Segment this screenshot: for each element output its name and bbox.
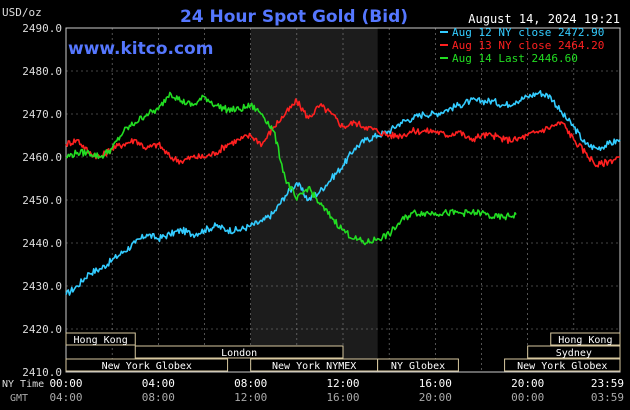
- session-box: [377, 358, 459, 372]
- x-tick-ny: 00:00: [49, 377, 82, 390]
- session-box: [65, 358, 229, 372]
- session-label: New York Globex: [102, 361, 192, 372]
- x-tick-gmt: 08:00: [142, 391, 175, 404]
- ny-time-axis-title: NY Time: [2, 379, 44, 390]
- x-tick-gmt: 20:00: [419, 391, 452, 404]
- series-line: [65, 98, 620, 168]
- x-tick-ny: 16:00: [419, 377, 452, 390]
- x-tick-gmt: 00:00: [511, 391, 544, 404]
- x-tick-ny: 12:00: [326, 377, 359, 390]
- session-box: [550, 332, 621, 346]
- x-tick-gmt: 16:00: [326, 391, 359, 404]
- session-label: New York NYMEX: [272, 361, 356, 372]
- y-tick-label: 2490.0: [22, 22, 62, 35]
- session-box: [65, 332, 136, 346]
- legend-label: Aug 14 Last 2446.60: [452, 52, 578, 65]
- price-lines: [65, 90, 621, 296]
- legend-label: Aug 13 NY close 2464.20: [452, 39, 604, 52]
- session-box: [134, 345, 344, 359]
- session-label: Hong Kong: [74, 335, 128, 346]
- x-axis-ticks: 00:0004:0004:0008:0008:0012:0012:0016:00…: [49, 377, 624, 404]
- chart-title: 24 Hour Spot Gold (Bid): [180, 7, 408, 27]
- y-tick-label: 2410.0: [22, 366, 62, 379]
- y-tick-label: 2440.0: [22, 237, 62, 250]
- session-box: [527, 345, 621, 359]
- session-label: NY Globex: [391, 361, 445, 372]
- legend-label: Aug 12 NY close 2472.90: [452, 26, 604, 39]
- y-tick-label: 2460.0: [22, 151, 62, 164]
- y-tick-label: 2480.0: [22, 65, 62, 78]
- market-sessions: Hong Kong Hong Kong London Sydney New York G…: [65, 332, 621, 372]
- timestamp: August 14, 2024 19:21: [468, 12, 620, 26]
- y-tick-label: 2420.0: [22, 323, 62, 336]
- y-axis-ticks: 2490.0 2480.0 2470.0 2460.0 2450.0 2440.0 2430…: [22, 22, 62, 379]
- gmt-axis-title: GMT: [10, 393, 28, 404]
- gridlines: [66, 28, 620, 372]
- session-label: London: [221, 348, 257, 359]
- series-line: [65, 90, 621, 296]
- session-label: Hong Kong: [558, 335, 612, 346]
- x-tick-gmt: 04:00: [49, 391, 82, 404]
- x-tick-gmt: 12:00: [234, 391, 267, 404]
- session-label: Sydney: [556, 348, 592, 359]
- x-tick-ny: 23:59: [591, 377, 624, 390]
- x-tick-ny: 08:00: [234, 377, 267, 390]
- x-tick-gmt: 03:59: [591, 391, 624, 404]
- x-tick-ny: 20:00: [511, 377, 544, 390]
- plot-frame: [65, 27, 621, 373]
- session-box: [504, 358, 621, 372]
- nymex-session-shade: [250, 28, 378, 372]
- y-tick-label: 2450.0: [22, 194, 62, 207]
- series-line: [65, 91, 517, 246]
- y-tick-label: 2430.0: [22, 280, 62, 293]
- x-tick-ny: 04:00: [142, 377, 175, 390]
- kitco-watermark: www.kitco.com: [68, 39, 213, 59]
- y-tick-label: 2470.0: [22, 108, 62, 121]
- session-label: New York Globex: [517, 361, 607, 372]
- y-unit-label: USD/oz: [2, 6, 42, 19]
